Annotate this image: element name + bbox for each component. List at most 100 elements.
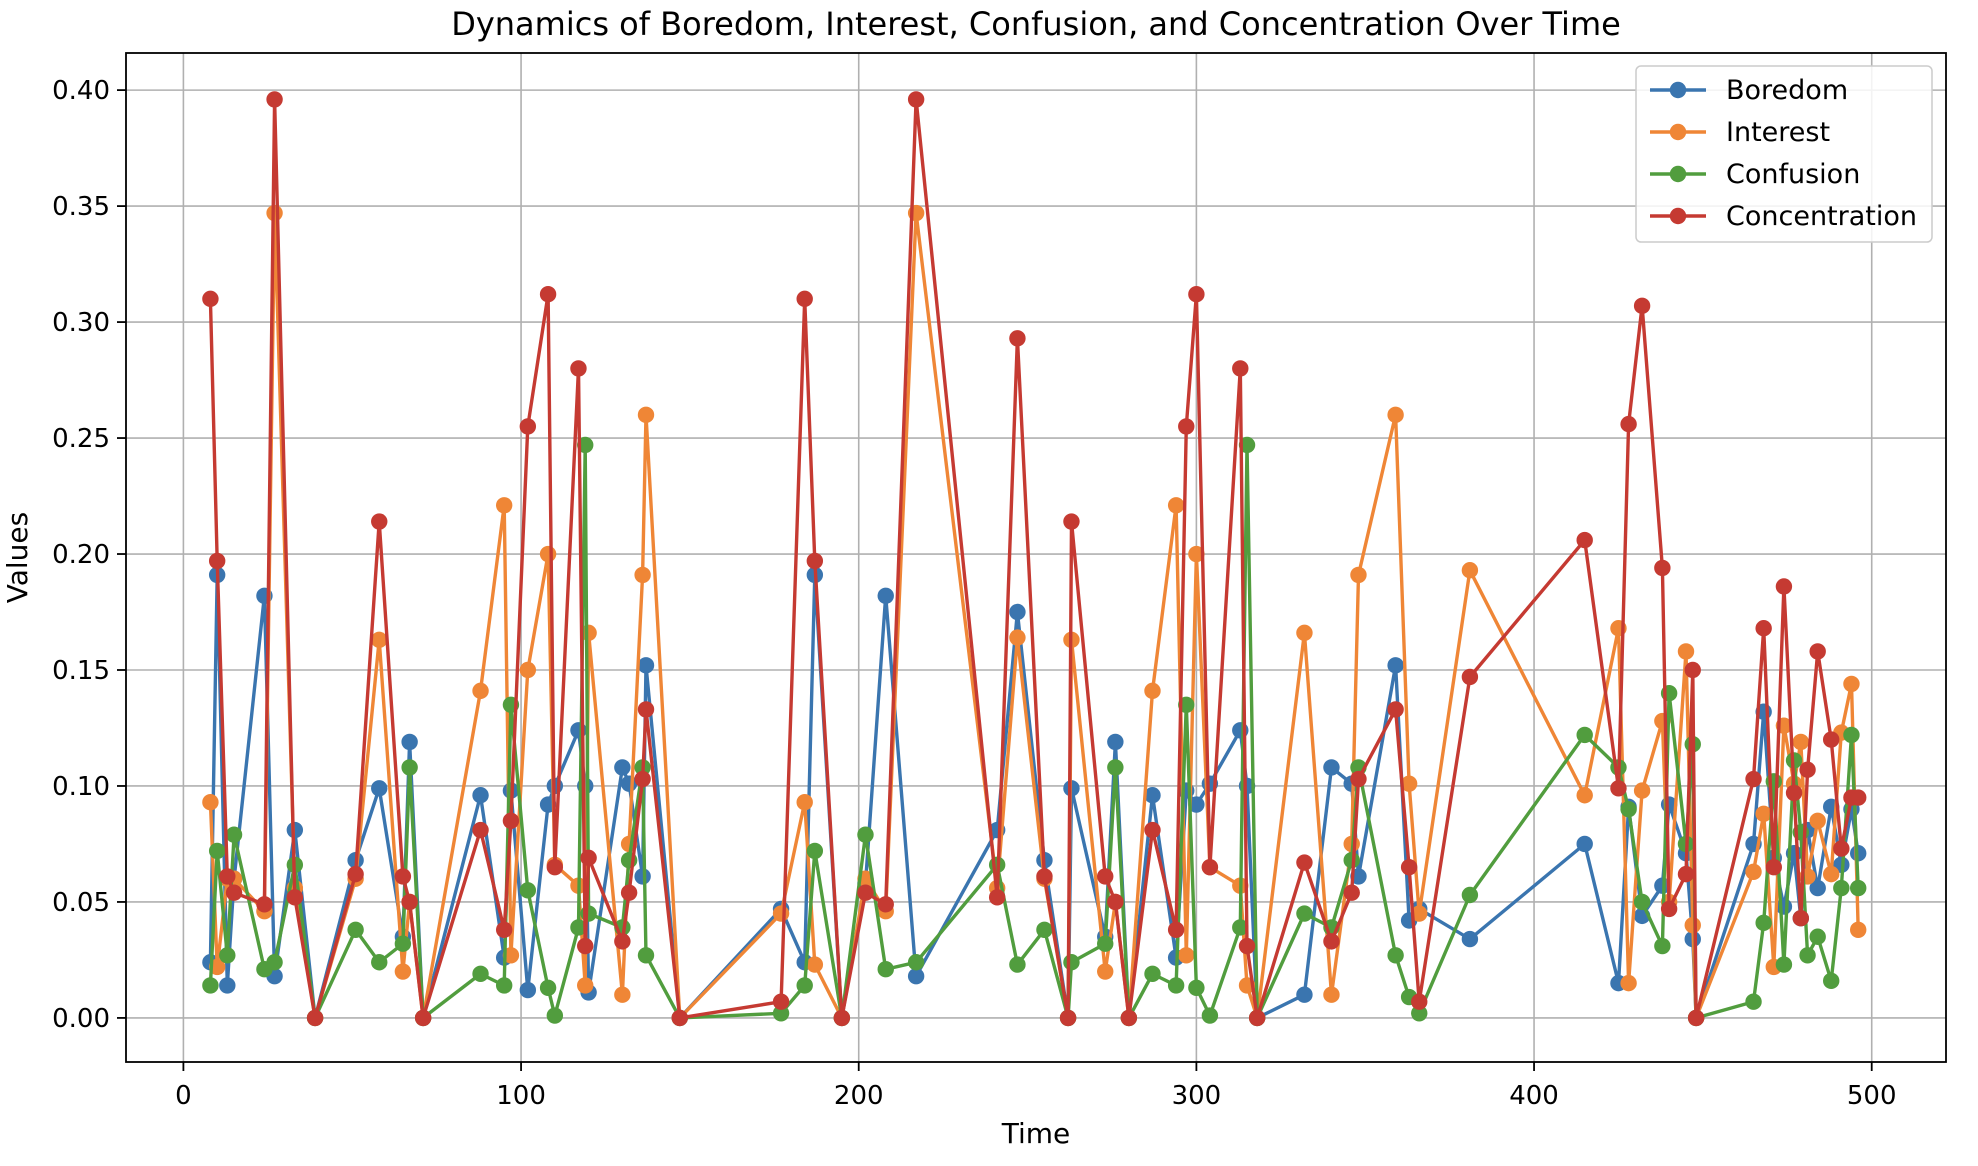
data-point-confusion: [394, 935, 412, 952]
data-point-interest: [1461, 562, 1479, 579]
data-point-concentration: [1120, 1009, 1138, 1027]
data-point-concentration: [1677, 865, 1695, 883]
data-point-concentration: [1350, 770, 1367, 788]
data-point-concentration: [1387, 701, 1404, 718]
data-point-confusion: [1232, 919, 1249, 936]
data-point-confusion: [1633, 893, 1651, 911]
data-point-concentration: [208, 552, 226, 570]
data-point-concentration: [637, 701, 655, 718]
data-point-confusion: [1387, 947, 1404, 964]
data-point-interest: [1167, 497, 1185, 514]
data-point-concentration: [877, 896, 894, 913]
data-point-confusion: [401, 759, 418, 776]
data-point-confusion: [495, 977, 513, 994]
data-point-boredom: [1809, 879, 1826, 897]
x-tick-label: 500: [1847, 1081, 1897, 1111]
data-point-confusion: [1144, 965, 1161, 983]
x-tick-label: 200: [834, 1081, 884, 1111]
data-point-confusion: [1107, 759, 1124, 776]
data-point-concentration: [219, 868, 236, 885]
data-point-interest: [502, 947, 520, 964]
data-point-interest: [634, 566, 651, 584]
data-point-boredom: [286, 821, 304, 839]
data-point-boredom: [519, 981, 537, 999]
data-point-concentration: [1620, 415, 1637, 433]
data-point-concentration: [1684, 661, 1701, 679]
legend-item-concentration: Concentration: [1650, 201, 1917, 232]
data-point-interest: [472, 682, 489, 700]
data-point-interest: [580, 624, 597, 642]
data-point-confusion: [347, 921, 364, 938]
data-point-boredom: [472, 787, 489, 804]
data-point-concentration: [1633, 297, 1651, 315]
legend-marker-confusion: [1669, 165, 1687, 183]
data-point-confusion: [1620, 800, 1637, 818]
data-point-concentration: [857, 884, 874, 901]
data-point-confusion: [1654, 937, 1671, 955]
data-point-concentration: [634, 770, 651, 788]
data-point-concentration: [570, 360, 587, 377]
y-tick-label: 0.10: [52, 772, 110, 802]
data-point-boredom: [637, 657, 655, 674]
data-point-interest: [1387, 406, 1404, 424]
data-point-confusion: [1833, 879, 1850, 897]
data-point-concentration: [1822, 731, 1840, 748]
data-point-confusion: [1850, 879, 1867, 897]
data-point-concentration: [394, 868, 412, 885]
data-point-interest: [1843, 675, 1860, 693]
legend-marker-concentration: [1669, 207, 1687, 225]
x-axis-label: Time: [1001, 1117, 1071, 1150]
data-point-interest: [1400, 775, 1418, 792]
x-tick-label: 100: [496, 1081, 546, 1111]
data-point-confusion: [1097, 935, 1114, 952]
x-tick-label: 300: [1172, 1081, 1222, 1111]
data-point-concentration: [371, 513, 388, 530]
data-point-confusion: [796, 977, 813, 994]
data-point-confusion: [1036, 921, 1053, 938]
data-point-interest: [1296, 624, 1313, 642]
data-point-confusion: [1188, 979, 1205, 996]
data-point-concentration: [225, 884, 243, 901]
data-point-confusion: [1296, 905, 1313, 922]
data-point-concentration: [1610, 780, 1627, 797]
data-point-confusion: [1576, 726, 1593, 744]
data-point-interest: [202, 794, 219, 811]
y-tick-label: 0.00: [52, 1004, 110, 1034]
data-point-concentration: [1009, 330, 1026, 347]
data-point-interest: [1009, 629, 1026, 646]
data-point-concentration: [1461, 668, 1479, 686]
data-point-boredom: [371, 780, 388, 797]
data-point-confusion: [1201, 1007, 1219, 1024]
data-point-interest: [1684, 916, 1701, 934]
data-point-boredom: [1296, 986, 1313, 1003]
data-point-concentration: [1833, 840, 1850, 857]
data-point-concentration: [1799, 761, 1816, 778]
data-point-confusion: [1167, 977, 1185, 994]
data-point-confusion: [519, 882, 537, 899]
legend-box: [1635, 65, 1933, 243]
data-point-interest: [394, 963, 412, 980]
data-point-boredom: [634, 868, 651, 885]
data-point-interest: [1576, 787, 1593, 804]
data-point-concentration: [202, 290, 219, 308]
data-point-concentration: [1188, 286, 1205, 303]
data-point-concentration: [1167, 921, 1185, 938]
legend-label-boredom: Boredom: [1726, 75, 1848, 106]
legend-label-interest: Interest: [1726, 117, 1830, 148]
legend-label-confusion: Confusion: [1726, 159, 1860, 190]
data-point-interest: [1323, 986, 1340, 1003]
data-point-concentration: [1201, 858, 1219, 876]
data-point-concentration: [796, 290, 813, 308]
data-point-concentration: [495, 921, 513, 938]
data-point-concentration: [546, 858, 564, 876]
series-confusion: [202, 436, 1867, 1027]
data-point-confusion: [637, 947, 655, 964]
data-point-concentration: [1248, 1009, 1266, 1027]
data-point-boredom: [907, 967, 925, 985]
data-point-interest: [1809, 812, 1826, 829]
data-point-confusion: [1461, 886, 1479, 904]
data-point-interest: [806, 956, 824, 973]
y-tick-label: 0.30: [52, 308, 110, 338]
data-point-concentration: [266, 91, 283, 108]
